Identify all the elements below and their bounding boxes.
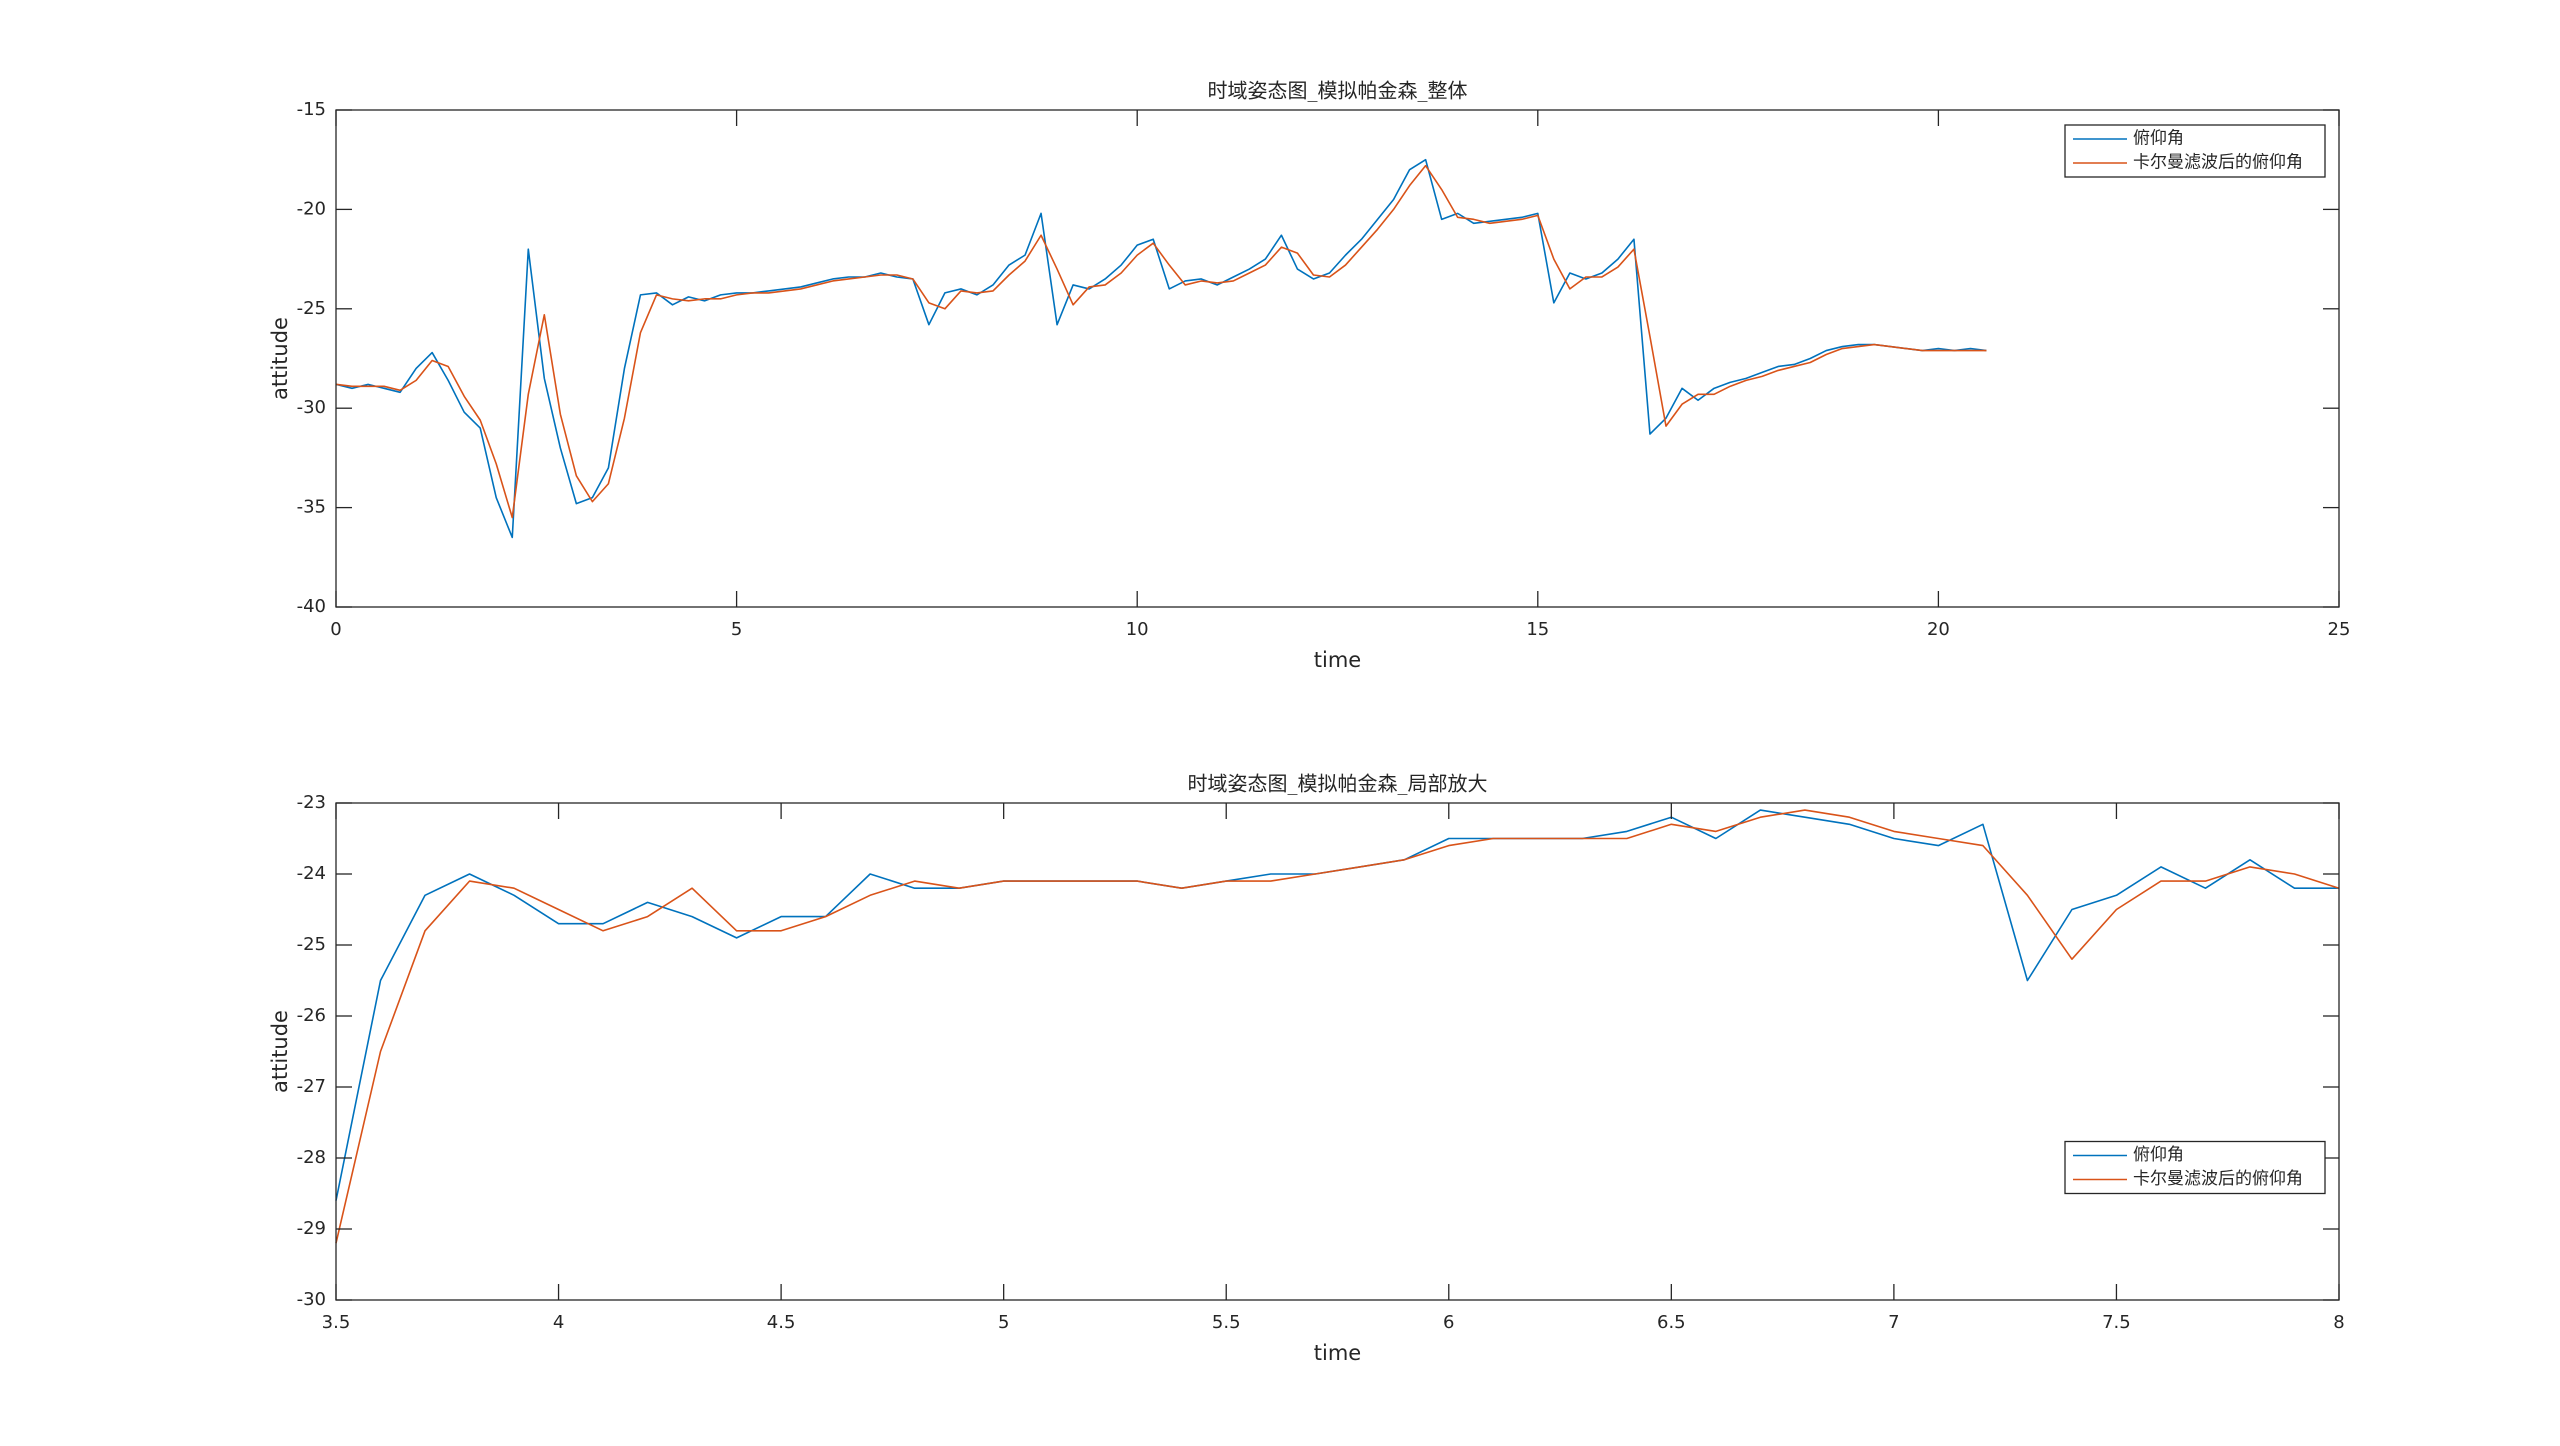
x-tick-label: 0 [330, 619, 341, 640]
x-tick-label: 8 [2333, 1312, 2344, 1333]
x-axis-label: time [1314, 1341, 1361, 1365]
y-tick-label: -28 [297, 1147, 326, 1168]
y-axis-label: attitude [268, 317, 292, 400]
x-tick-label: 15 [1526, 619, 1549, 640]
x-tick-label: 10 [1126, 619, 1149, 640]
chart-title: 时域姿态图_模拟帕金森_局部放大 [1188, 772, 1488, 796]
y-tick-label: -27 [297, 1076, 326, 1097]
y-tick-label: -25 [297, 298, 326, 319]
y-tick-label: -20 [297, 198, 326, 219]
x-tick-label: 7 [1888, 1312, 1899, 1333]
series-line [335, 158, 1987, 539]
y-tick-label: -24 [297, 863, 326, 884]
y-tick-label: -23 [297, 792, 326, 813]
series-line [335, 164, 1987, 519]
y-tick-label: -30 [297, 1289, 326, 1310]
y-tick-label: -25 [297, 934, 326, 955]
y-tick-label: -26 [297, 1005, 326, 1026]
y-tick-label: -40 [297, 596, 326, 617]
x-tick-label: 5 [731, 619, 742, 640]
y-axis-label: attitude [268, 1010, 292, 1093]
series-line [335, 809, 2340, 1244]
x-tick-label: 20 [1927, 619, 1950, 640]
x-tick-label: 4.5 [767, 1312, 796, 1333]
axes-box [335, 109, 2340, 608]
y-tick-label: -35 [297, 497, 326, 518]
legend-box [2064, 124, 2326, 178]
axes-box [335, 802, 2340, 1301]
x-tick-label: 6.5 [1657, 1312, 1686, 1333]
axes-background [336, 803, 2339, 1300]
y-tick-label: -30 [297, 397, 326, 418]
legend-label: 俯仰角 [2133, 129, 2184, 149]
x-tick-label: 3.5 [322, 1312, 351, 1333]
legend-label: 卡尔曼滤波后的俯仰角 [2133, 153, 2303, 173]
x-axis-label: time [1314, 648, 1361, 672]
chart-title: 时域姿态图_模拟帕金森_整体 [1208, 79, 1468, 103]
legend-label: 卡尔曼滤波后的俯仰角 [2133, 1169, 2303, 1189]
y-tick-label: -29 [297, 1218, 326, 1239]
x-tick-label: 7.5 [2102, 1312, 2131, 1333]
y-tick-label: -15 [297, 99, 326, 120]
x-tick-label: 5 [998, 1312, 1009, 1333]
legend-box [2064, 1140, 2326, 1195]
legend-label: 俯仰角 [2133, 1145, 2184, 1165]
axes-background [336, 110, 2339, 607]
x-tick-label: 25 [2328, 619, 2351, 640]
x-tick-label: 5.5 [1212, 1312, 1241, 1333]
x-tick-label: 6 [1443, 1312, 1454, 1333]
x-tick-label: 4 [553, 1312, 564, 1333]
